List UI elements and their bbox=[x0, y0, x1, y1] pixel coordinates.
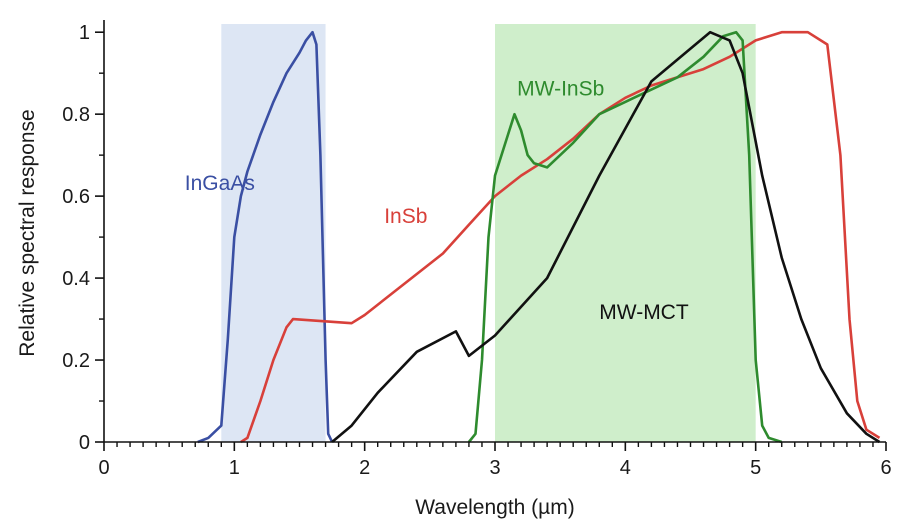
series-layer bbox=[197, 30, 881, 444]
series-line-mw-mct bbox=[331, 30, 881, 444]
x-tick-label: 0 bbox=[98, 457, 109, 479]
x-tick-label: 3 bbox=[489, 457, 500, 479]
band-layer bbox=[221, 24, 756, 442]
y-tick-label: 0.6 bbox=[62, 186, 90, 208]
y-tick-label: 1 bbox=[79, 22, 90, 44]
x-axis-title: Wavelength (µm) bbox=[415, 496, 575, 519]
y-tick-label: 0.8 bbox=[62, 104, 90, 126]
y-tick-label: 0.4 bbox=[62, 268, 90, 290]
shaded-band-1 bbox=[221, 24, 326, 442]
y-axis-title: Relative spectral response bbox=[16, 109, 39, 356]
x-tick-label: 1 bbox=[229, 457, 240, 479]
series-label-insb: InSb bbox=[384, 205, 427, 228]
series-line-mw-insb bbox=[467, 30, 783, 444]
series-label-mw-mct: MW-MCT bbox=[599, 301, 689, 324]
x-tick-label: 2 bbox=[359, 457, 370, 479]
series-line-ingaas bbox=[197, 30, 334, 444]
shaded-band-2 bbox=[495, 24, 756, 442]
x-tick-label: 6 bbox=[880, 457, 891, 479]
axes-layer: 0 1 2 3 4 5 6 0 0.2 0.4 0.6 0.8 1 bbox=[62, 20, 892, 479]
x-tick-label: 5 bbox=[750, 457, 761, 479]
y-tick-label: 0 bbox=[79, 432, 90, 454]
series-label-mw-insb: MW-InSb bbox=[517, 78, 604, 101]
series-line-insb bbox=[240, 30, 881, 444]
y-tick-label: 0.2 bbox=[62, 350, 90, 372]
series-label-layer: InGaAs InSb MW-InSb MW-MCT bbox=[185, 78, 689, 324]
x-tick-label: 4 bbox=[620, 457, 631, 479]
series-label-ingaas: InGaAs bbox=[185, 172, 255, 195]
